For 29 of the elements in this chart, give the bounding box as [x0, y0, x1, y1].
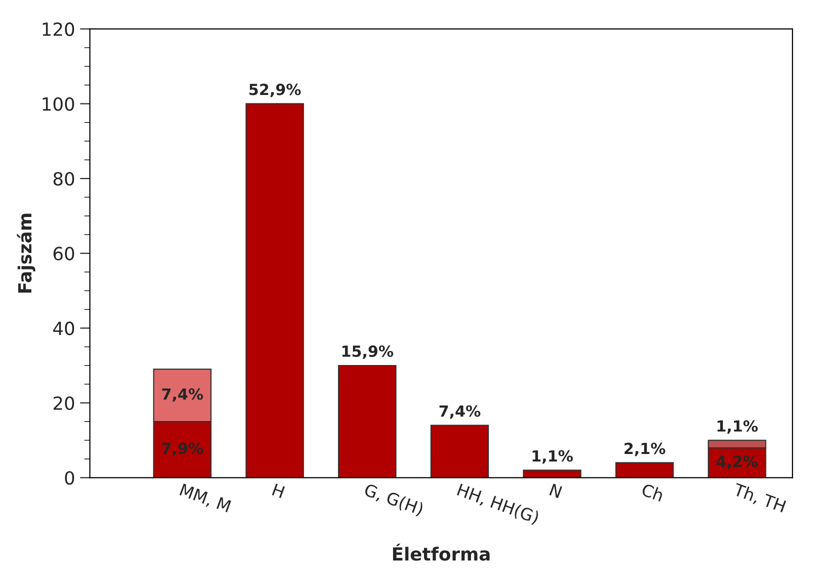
y-tick-label: 60 — [54, 246, 74, 260]
y-tick-label: 0 — [64, 471, 74, 485]
x-tick-label: H — [272, 484, 285, 498]
x-tick-label: N — [549, 484, 562, 498]
bar — [338, 364, 396, 478]
annotation: 1,1% — [532, 450, 573, 464]
bar — [246, 103, 304, 478]
annotation: 7,9% — [162, 442, 204, 456]
bar — [615, 462, 674, 478]
bar — [430, 424, 489, 478]
annotation: 2,1% — [624, 442, 666, 456]
x-tick-label: Th, TH — [732, 482, 786, 514]
annotation: 1,1% — [718, 420, 758, 434]
bar — [522, 470, 582, 478]
annotation: 7,4% — [162, 388, 204, 402]
y-tick-label: 80 — [54, 172, 74, 186]
x-axis-title: Életforma — [393, 544, 490, 561]
y-tick-label: 40 — [53, 322, 74, 336]
x-tick-label: MM, M — [178, 484, 232, 514]
y-tick-label: 120 — [42, 22, 74, 36]
x-tick-label: Ch — [641, 482, 664, 502]
annotation: 15,9% — [342, 345, 394, 359]
y-tick-label: 100 — [42, 97, 74, 111]
x-tick-label: G, G(H) — [363, 482, 424, 518]
y-axis-title: Fajszám — [16, 214, 36, 293]
annotation: 4,2% — [716, 456, 758, 470]
annotation: 7,4% — [440, 405, 480, 419]
annotation: 52,9% — [249, 84, 301, 98]
y-tick-label: 20 — [54, 396, 74, 410]
